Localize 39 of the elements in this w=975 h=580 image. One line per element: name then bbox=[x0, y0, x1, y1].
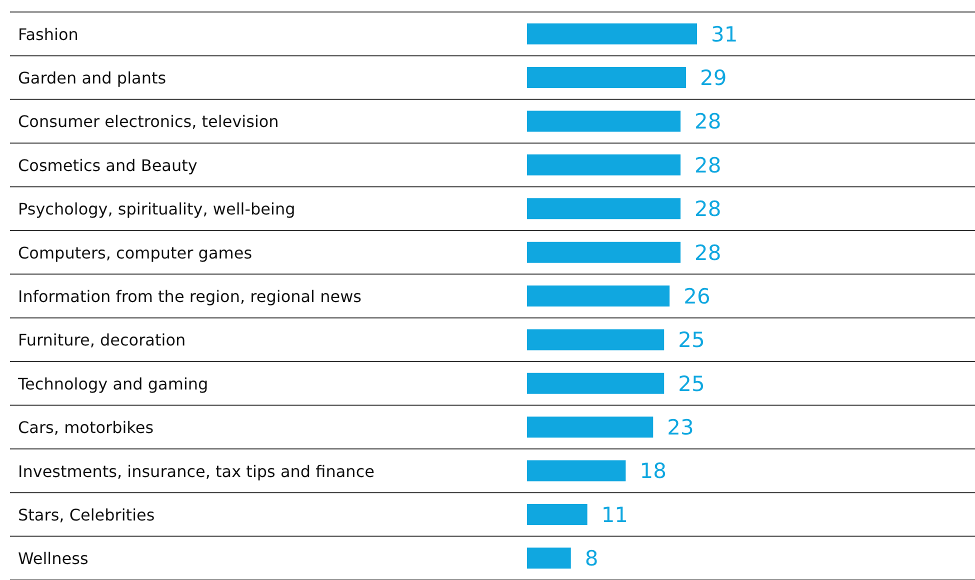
y-tick-label: Cosmetics and Beauty bbox=[18, 156, 198, 175]
data-label: 28 bbox=[694, 110, 722, 134]
data-label: 28 bbox=[694, 240, 722, 265]
bar bbox=[527, 460, 626, 482]
y-tick-label: Information from the region, regional news bbox=[18, 287, 362, 306]
bar bbox=[527, 286, 670, 307]
data-label: 31 bbox=[711, 22, 738, 46]
data-label: 11 bbox=[601, 502, 628, 527]
y-tick-label: Psychology, spirituality, well-being bbox=[18, 200, 296, 219]
data-label: 23 bbox=[667, 416, 694, 440]
data-label: 18 bbox=[640, 459, 666, 484]
data-label: 25 bbox=[678, 372, 705, 396]
bar bbox=[527, 548, 571, 569]
y-tick-label: Wellness bbox=[18, 549, 88, 568]
bar bbox=[527, 416, 654, 438]
bar bbox=[527, 154, 681, 176]
data-label: 26 bbox=[684, 284, 710, 308]
y-tick-label: Cars, motorbikes bbox=[18, 418, 154, 438]
y-tick-label: Investments, insurance, tax tips and finance bbox=[18, 462, 374, 481]
bar bbox=[527, 23, 697, 44]
data-label: 28 bbox=[694, 197, 722, 222]
bar bbox=[527, 67, 686, 88]
bar bbox=[527, 198, 681, 220]
y-tick-label: Furniture, decoration bbox=[18, 330, 186, 350]
data-label: 25 bbox=[678, 328, 705, 352]
bar bbox=[527, 242, 681, 263]
data-label: 8 bbox=[584, 546, 598, 571]
y-tick-label: Garden and plants bbox=[18, 68, 166, 88]
bar bbox=[527, 372, 664, 394]
data-label: 29 bbox=[700, 66, 727, 90]
bar bbox=[527, 329, 664, 350]
y-tick-label: Computers, computer games bbox=[18, 243, 252, 262]
y-tick-label: Consumer electronics, television bbox=[18, 112, 279, 132]
bar bbox=[527, 110, 681, 132]
y-tick-label: Stars, Celebrities bbox=[18, 505, 155, 524]
bar bbox=[527, 504, 588, 525]
y-tick-label: Fashion bbox=[18, 24, 78, 44]
data-label: 28 bbox=[694, 153, 722, 178]
y-tick-label: Technology and gaming bbox=[17, 374, 208, 394]
